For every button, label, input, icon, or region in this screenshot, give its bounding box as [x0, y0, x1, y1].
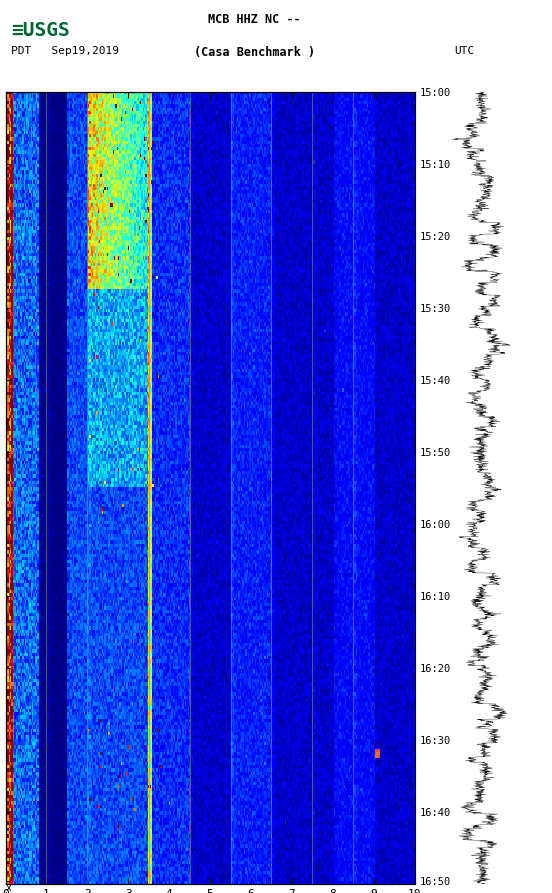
Text: (Casa Benchmark ): (Casa Benchmark ) [194, 46, 315, 59]
Text: UTC: UTC [454, 46, 475, 56]
Text: x: x [6, 883, 12, 893]
Text: MCB HHZ NC --: MCB HHZ NC -- [208, 13, 301, 26]
Text: PDT   Sep19,2019: PDT Sep19,2019 [11, 46, 119, 56]
Text: ≡USGS: ≡USGS [11, 21, 70, 40]
